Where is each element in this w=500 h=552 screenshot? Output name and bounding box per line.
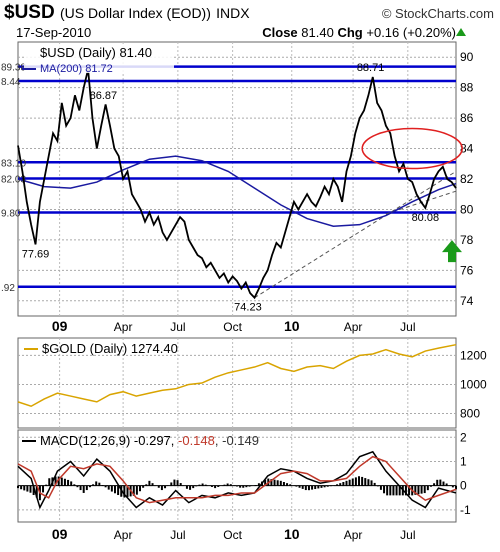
green-up-arrow-icon [442,240,462,263]
level-label: 89.38 [1,63,26,74]
index-name: (US Dollar Index (EOD)) [59,5,211,21]
close-label: Close [262,25,298,40]
macd-ytick-label: -1 [460,503,471,517]
trend-line [254,170,457,299]
chart-date: 17-Sep-2010 [16,25,92,40]
chg-value: +0.16 (+0.20%) [366,25,456,40]
main-ytick-label: 74 [460,294,474,308]
ma-legend-label: MA(200) 81.72 [40,63,113,75]
main-ytick-label: 84 [460,142,474,156]
price-annotation: 80.08 [412,212,440,224]
bottom-xtick-label: Jul [400,528,415,542]
gold-ytick-label: 1000 [460,377,487,391]
level-label: 9.80 [1,208,21,219]
level-label: 82.03 [1,175,26,186]
main-ytick-label: 88 [460,81,474,95]
bottom-xtick-label: Jul [170,528,185,542]
main-xtick-label: Oct [223,320,242,334]
gold-price-line [17,343,457,408]
symbol: $USD [4,2,55,23]
price-annotation: 74.23 [234,301,262,313]
usd-legend-label: $USD (Daily) 81.40 [40,45,152,60]
exchange: INDX [216,5,250,21]
bottom-xtick-label: 09 [52,526,68,542]
main-xtick-label: Jul [170,320,185,334]
macd-ytick-label: 1 [460,454,467,468]
macd-panel-frame [17,429,457,523]
usd-price-line [17,69,457,300]
main-xtick-label: 09 [52,318,68,334]
brand-logo[interactable]: © StockCharts.com [381,6,494,21]
gold-legend-label: $GOLD (Daily) 1274.40 [42,341,178,356]
macd-legend-label: MACD(12,26,9) -0.297, -0.148, -0.149 [40,433,259,448]
price-annotation: 88.71 [357,62,385,74]
gold-ytick-label: 1200 [460,348,487,362]
chg-label: Chg [337,25,363,40]
gold-ytick-label: 800 [460,406,480,420]
main-legend-box [24,45,174,73]
level-label: 83.10 [1,158,26,169]
highlight-circle [361,127,463,170]
bottom-xtick-label: Oct [223,528,242,542]
main-ytick-label: 80 [460,202,474,216]
main-xtick-label: 10 [284,318,300,334]
price-annotation: 77.69 [22,249,50,261]
close-value: 81.40 [301,25,334,40]
price-annotation: 86.87 [90,90,118,102]
bottom-xtick-label: Apr [114,528,133,542]
macd-signal-line [17,455,457,504]
ma200-line [17,155,457,227]
quote-summary: Close 81.40 Chg +0.16 (+0.20%) [262,25,456,40]
main-ytick-label: 90 [460,50,474,64]
bottom-xtick-label: Apr [344,528,363,542]
main-ytick-label: 86 [460,111,474,125]
main-ytick-label: 82 [460,172,474,186]
main-xtick-label: Jul [400,320,415,334]
main-ytick-label: 78 [460,233,474,247]
main-xtick-label: Apr [114,320,133,334]
main-ytick-label: 76 [460,263,474,277]
up-triangle-icon [456,28,466,36]
main-xtick-label: Apr [344,320,363,334]
macd-ytick-label: 0 [460,479,467,493]
level-label: 8.44 [1,77,21,88]
level-label: .92 [1,283,15,294]
macd-ytick-label: 2 [460,430,467,444]
chart-title: $USD (US Dollar Index (EOD)) INDX [4,2,250,24]
bottom-xtick-label: 10 [284,526,300,542]
